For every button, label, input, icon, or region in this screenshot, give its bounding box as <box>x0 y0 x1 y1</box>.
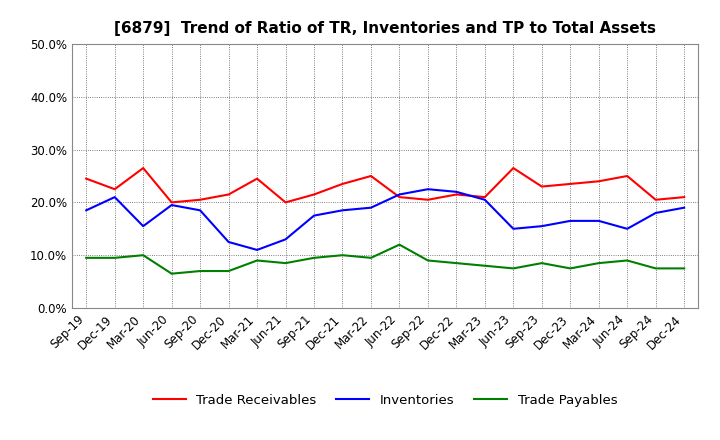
Line: Inventories: Inventories <box>86 189 684 250</box>
Trade Payables <box>680 266 688 271</box>
Trade Payables <box>452 260 461 266</box>
Trade Payables <box>509 266 518 271</box>
Title: [6879]  Trend of Ratio of TR, Inventories and TP to Total Assets: [6879] Trend of Ratio of TR, Inventories… <box>114 21 656 36</box>
Inventories <box>680 205 688 210</box>
Trade Payables <box>282 260 290 266</box>
Inventories <box>167 202 176 208</box>
Trade Payables <box>480 263 489 268</box>
Inventories <box>196 208 204 213</box>
Trade Receivables <box>423 197 432 202</box>
Inventories <box>139 224 148 229</box>
Trade Receivables <box>452 192 461 197</box>
Trade Receivables <box>537 184 546 189</box>
Trade Receivables <box>253 176 261 181</box>
Inventories <box>595 218 603 224</box>
Trade Payables <box>595 260 603 266</box>
Trade Payables <box>139 253 148 258</box>
Inventories <box>310 213 318 218</box>
Trade Payables <box>253 258 261 263</box>
Inventories <box>225 239 233 245</box>
Trade Payables <box>225 268 233 274</box>
Line: Trade Receivables: Trade Receivables <box>86 168 684 202</box>
Trade Receivables <box>509 165 518 171</box>
Trade Receivables <box>310 192 318 197</box>
Line: Trade Payables: Trade Payables <box>86 245 684 274</box>
Trade Receivables <box>395 194 404 200</box>
Trade Payables <box>310 255 318 260</box>
Trade Payables <box>167 271 176 276</box>
Inventories <box>480 197 489 202</box>
Trade Payables <box>537 260 546 266</box>
Inventories <box>537 224 546 229</box>
Trade Receivables <box>566 181 575 187</box>
Trade Receivables <box>366 173 375 179</box>
Inventories <box>395 192 404 197</box>
Legend: Trade Receivables, Inventories, Trade Payables: Trade Receivables, Inventories, Trade Pa… <box>148 389 623 412</box>
Inventories <box>566 218 575 224</box>
Inventories <box>338 208 347 213</box>
Trade Receivables <box>652 197 660 202</box>
Trade Receivables <box>225 192 233 197</box>
Trade Payables <box>110 255 119 260</box>
Trade Payables <box>82 255 91 260</box>
Trade Receivables <box>82 176 91 181</box>
Trade Payables <box>566 266 575 271</box>
Trade Receivables <box>139 165 148 171</box>
Trade Receivables <box>196 197 204 202</box>
Trade Receivables <box>282 200 290 205</box>
Inventories <box>253 247 261 253</box>
Inventories <box>509 226 518 231</box>
Trade Payables <box>196 268 204 274</box>
Inventories <box>623 226 631 231</box>
Trade Payables <box>366 255 375 260</box>
Inventories <box>652 210 660 216</box>
Inventories <box>82 208 91 213</box>
Trade Payables <box>423 258 432 263</box>
Trade Payables <box>623 258 631 263</box>
Inventories <box>423 187 432 192</box>
Trade Payables <box>338 253 347 258</box>
Trade Receivables <box>595 179 603 184</box>
Trade Receivables <box>623 173 631 179</box>
Inventories <box>110 194 119 200</box>
Trade Payables <box>395 242 404 247</box>
Trade Payables <box>652 266 660 271</box>
Inventories <box>282 237 290 242</box>
Trade Receivables <box>680 194 688 200</box>
Trade Receivables <box>110 187 119 192</box>
Trade Receivables <box>480 194 489 200</box>
Inventories <box>452 189 461 194</box>
Trade Receivables <box>167 200 176 205</box>
Inventories <box>366 205 375 210</box>
Trade Receivables <box>338 181 347 187</box>
